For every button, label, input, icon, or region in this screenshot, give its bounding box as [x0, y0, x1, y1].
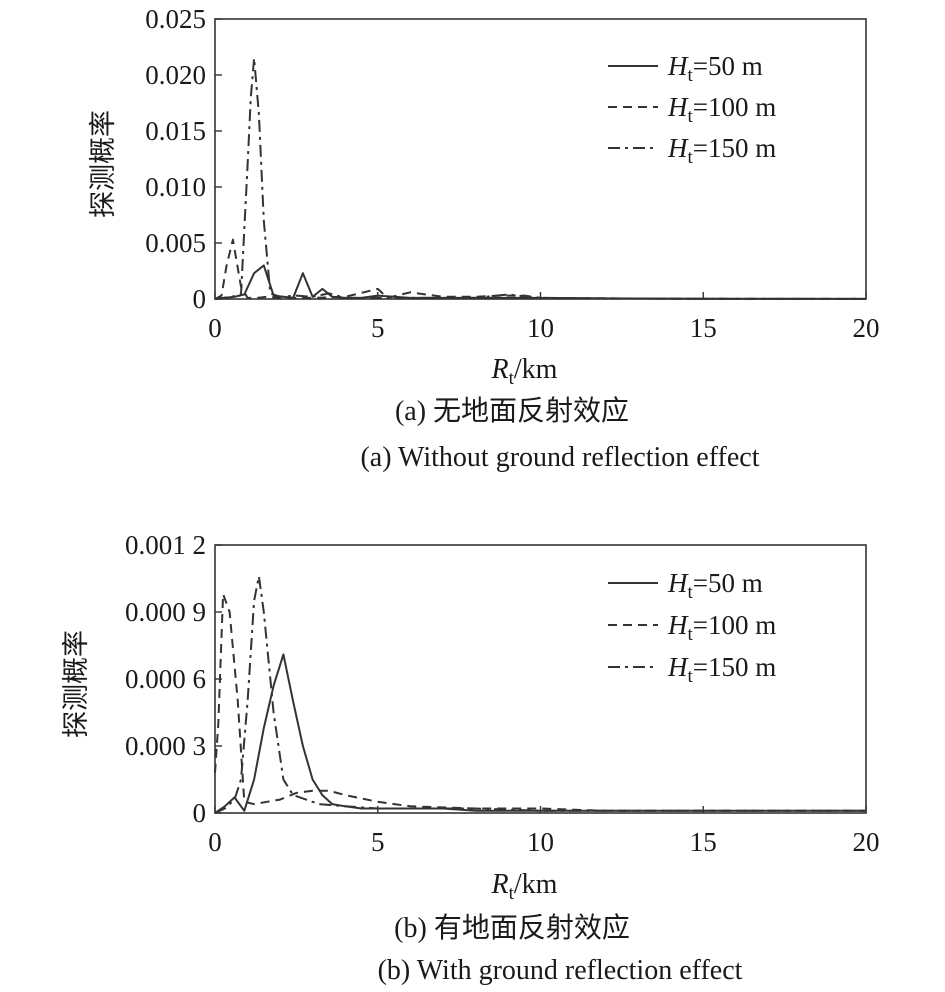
panel-b-xlabel: Rt/km	[491, 869, 558, 904]
panel-b-legend-label-2: Ht=100 m	[667, 610, 776, 645]
panel-a-ytick-label: 0.025	[145, 4, 206, 34]
panel-b-xlabel-sub: t	[509, 883, 515, 904]
panel-b-ytick-label: 0	[193, 798, 207, 828]
panel-b: 0 5 10 15 20 0 0.000 3 0.000 6 0.000 9 0.001 2 Ht…	[61, 530, 880, 986]
panel-a-xtick-label: 0	[208, 313, 222, 343]
panel-b-legend-label-1: Ht=50 m	[667, 568, 763, 603]
panel-a-ytick-label: 0.015	[145, 116, 206, 146]
panel-b-xtick-label: 0	[208, 827, 222, 857]
panel-b-series-line-2	[214, 593, 866, 812]
panel-b-xtick-label: 5	[371, 827, 385, 857]
panel-b-series-line-1	[214, 653, 866, 814]
panel-a-ytick-label: 0.020	[145, 60, 206, 90]
panel-b-xlabel-main: R	[491, 869, 509, 900]
panel-a-xlabel-unit: /km	[514, 354, 558, 385]
panel-b-ytick-label: 0.000 9	[125, 597, 206, 627]
panel-a-series-line-2	[214, 238, 867, 300]
panel-a-xtick-label: 15	[690, 313, 717, 343]
panel-a-xtick-label: 20	[853, 313, 880, 343]
panel-a-ytick-label: 0.005	[145, 228, 206, 258]
panel-a-xlabel: Rt/km	[491, 354, 558, 389]
panel-b-series	[214, 575, 866, 814]
panel-a-legend-label-3: Ht=150 m	[667, 133, 776, 168]
panel-a-legend-label-1: Ht=50 m	[667, 51, 763, 86]
panel-b-legend-label-3: Ht=150 m	[667, 652, 776, 687]
panel-a-legend: Ht=50 m Ht=100 m Ht=150 m	[608, 51, 776, 168]
panel-a-xlabel-main: R	[491, 354, 509, 385]
panel-b-legend: Ht=50 m Ht=100 m Ht=150 m	[608, 568, 776, 687]
panel-a-ytick-label: 0.010	[145, 172, 206, 202]
panel-b-xtick-label: 20	[853, 827, 880, 857]
panel-a-xtick-label: 10	[527, 313, 554, 343]
panel-b-xtick-label: 15	[690, 827, 717, 857]
panel-a-series-line-3	[214, 57, 867, 300]
panel-a-caption-cn: (a) 无地面反射效应	[395, 395, 629, 427]
panel-a-caption-en: (a) Without ground reflection effect	[360, 442, 759, 473]
panel-b-xtick-label: 10	[527, 827, 554, 857]
panel-a-ylabel: 探测概率	[88, 110, 118, 218]
panel-a-ytick-label: 0	[193, 284, 207, 314]
panel-b-ytick-label: 0.000 3	[125, 731, 206, 761]
panel-b-ylabel: 探测概率	[61, 630, 91, 738]
panel-b-caption-en: (b) With ground reflection effect	[378, 955, 743, 986]
panel-b-ytick-label: 0.000 6	[125, 664, 206, 694]
panel-a-legend-label-2: Ht=100 m	[667, 92, 776, 127]
panel-b-xlabel-unit: /km	[514, 869, 558, 900]
panel-a-xtick-label: 5	[371, 313, 385, 343]
panel-a-xlabel-sub: t	[509, 368, 515, 389]
panel-b-ytick-label: 0.001 2	[125, 530, 206, 560]
panel-a-ticks: 0 5 10 15 20 0 0.005 0.010 0.015 0.020 0.025	[145, 4, 879, 343]
panel-a: 0 5 10 15 20 0 0.005 0.010 0.015 0.020 0.025 Ht=50…	[88, 4, 880, 473]
panel-b-ticks: 0 5 10 15 20 0 0.000 3 0.000 6 0.000 9 0.001 2	[125, 530, 880, 857]
panel-b-caption-cn: (b) 有地面反射效应	[394, 912, 630, 944]
panel-a-series	[214, 57, 867, 300]
